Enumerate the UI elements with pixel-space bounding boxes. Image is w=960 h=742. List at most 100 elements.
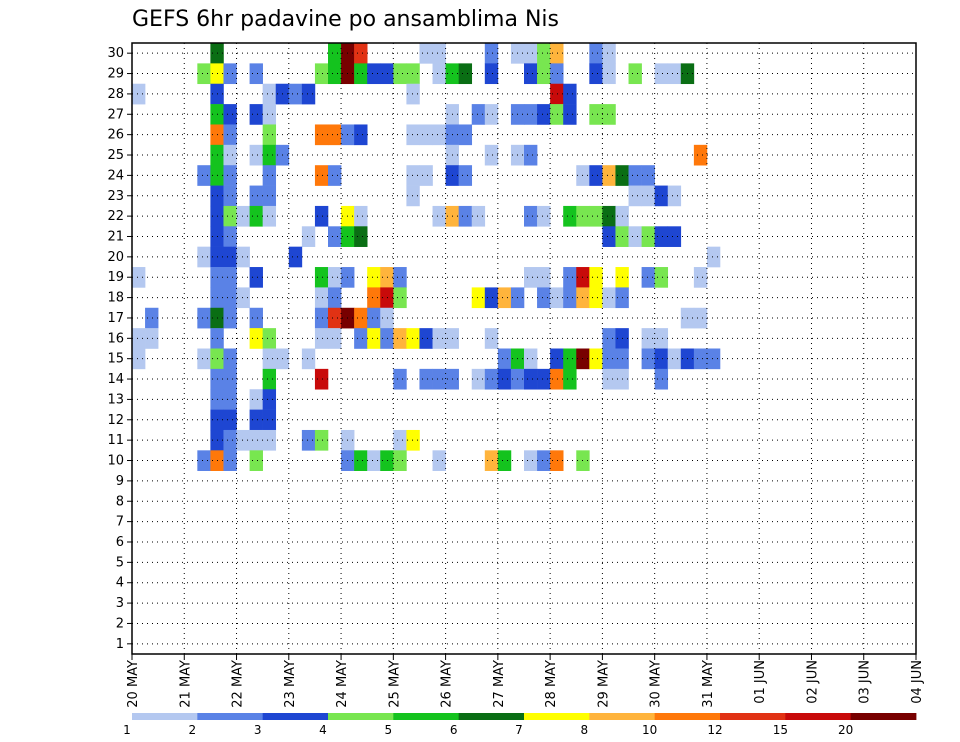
y-tick-label: 6 [116,535,124,550]
heatmap-cell [288,246,303,268]
heatmap-cell [367,267,381,288]
heatmap-cell [406,124,420,146]
heatmap-cell [693,307,708,329]
heatmap-cell [602,63,616,85]
heatmap-cell [406,185,420,207]
heatmap-cell [693,144,708,166]
heatmap-cell [497,450,512,471]
heatmap-cell [367,450,381,471]
heatmap-cell [484,43,499,64]
heatmap-cell [328,124,342,146]
heatmap-cell [458,124,473,146]
y-tick-label: 5 [116,555,124,570]
heatmap-cell [223,267,237,288]
heatmap-cell [654,226,669,247]
heatmap-cell [262,144,277,166]
heatmap-cell [432,43,446,64]
heatmap-cell [223,226,237,247]
heatmap-cell [223,348,237,370]
y-tick-label: 7 [116,515,124,530]
heatmap-cell [484,328,499,349]
x-tick-label: 20 MAY [126,660,141,708]
y-tick-label: 12 [107,413,124,428]
x-tick-label: 04 JUN [910,660,925,704]
heatmap-cell [314,368,329,390]
heatmap-cell [667,185,682,207]
heatmap-cell [654,185,669,207]
heatmap-cell [301,429,316,451]
heatmap-cell [550,83,564,105]
heatmap-cell [589,287,603,309]
heatmap-cell [223,307,237,329]
heatmap-cell [602,165,616,186]
heatmap-cell [236,429,250,451]
y-tick-label: 16 [107,331,124,346]
heatmap-cell [524,63,538,85]
heatmap-cell [197,450,211,471]
heatmap-cell [223,124,237,146]
heatmap-cell [471,205,486,227]
heatmap-cell [550,450,564,471]
heatmap-cell [314,63,329,85]
heatmap-cell [314,267,329,288]
dotted-grid [132,43,916,654]
heatmap-cell [419,328,433,349]
colorbar-label: 2 [189,723,197,737]
y-tick-label: 25 [107,148,124,163]
x-tick-label: 27 MAY [492,660,507,708]
heatmap-cell [262,429,277,451]
heatmap-cell [589,205,603,227]
chart-title: GEFS 6hr padavine po ansamblima Nis [132,7,559,32]
heatmap-cell [314,328,329,349]
heatmap-cell [314,287,329,309]
heatmap-cell [419,43,433,64]
colorbar-label: 3 [254,723,262,737]
heatmap-cell [524,144,538,166]
colorbar-legend: 1 2 3 4 5 6 7 8 10 12 15 20 [123,713,917,737]
heatmap-cell [524,348,538,370]
heatmap-cell [524,104,538,125]
y-tick-label: 11 [107,433,124,448]
y-tick-label: 22 [107,209,124,224]
heatmap-cell [524,205,538,227]
heatmap-cell [314,429,329,451]
heatmap-cell [301,83,316,105]
heatmap-cell [262,409,277,431]
y-tick-label: 8 [116,494,124,509]
y-tick-label: 14 [107,372,124,387]
heatmap-cell [602,328,616,349]
heatmap-cell [484,104,499,125]
colorbar-label: 15 [773,723,788,737]
heatmap-cell [145,307,159,329]
heatmap-cell [249,409,263,431]
x-tick-label: 21 MAY [178,660,193,708]
heatmap-cell [537,267,551,288]
heatmap-cell [328,226,342,247]
heatmap-cell [654,267,669,288]
heatmap-cell [432,205,446,227]
heatmap-cell [223,389,237,410]
heatmap-cell [132,83,146,105]
heatmap-cell [328,43,342,64]
heatmap-cell [262,83,277,105]
heatmap-cell [537,368,551,390]
heatmap-cell [484,144,499,166]
heatmap-cell [654,63,669,85]
heatmap-cell [563,368,577,390]
y-tick-label: 19 [107,270,124,285]
heatmap-cell [223,104,237,125]
x-tick-label: 03 JUN [858,660,873,704]
heatmap-cell [223,165,237,186]
heatmap-cell [484,368,499,390]
heatmap-cell [393,328,407,349]
y-tick-label: 13 [107,392,124,407]
heatmap-cell [223,287,237,309]
colorbar-swatch [524,713,590,720]
heatmap-cell [380,267,394,288]
heatmap-cell [550,348,564,370]
heatmap-cell [223,205,237,227]
heatmap-cell [223,63,237,85]
y-tick-label: 26 [107,128,124,143]
y-tick-label: 1 [116,637,124,652]
